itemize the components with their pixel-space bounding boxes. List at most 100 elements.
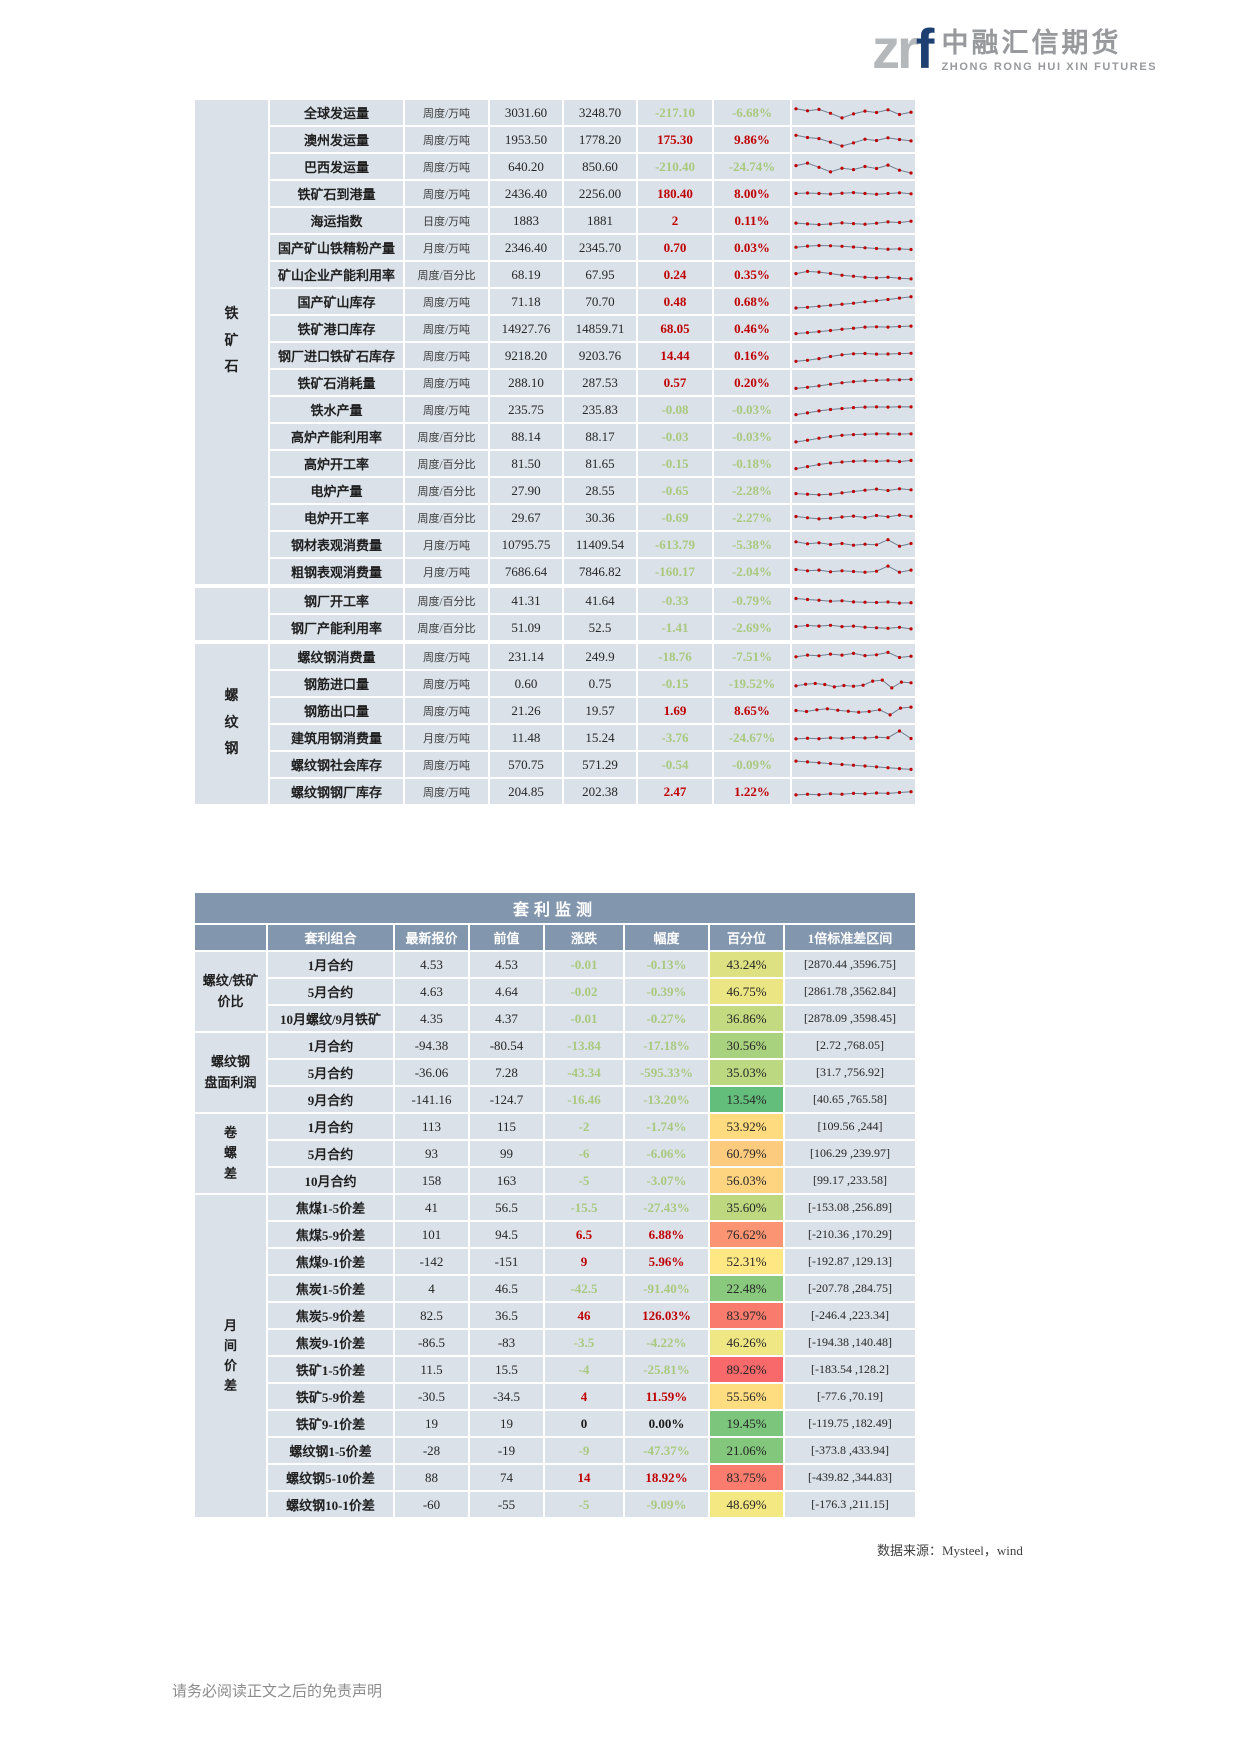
indicator-change-value: -0.03 (638, 424, 712, 449)
arbitrage-percentile: 48.69% (710, 1492, 783, 1517)
logo-f-letter: f (915, 17, 935, 80)
indicator-previous-value: 2345.70 (564, 235, 636, 260)
indicator-frequency-unit: 月度/万吨 (405, 725, 488, 750)
sparkline-chart (794, 351, 913, 363)
indicator-current-value: 41.31 (490, 588, 562, 613)
arbitrage-std-band: [109.56 ,244] (785, 1114, 915, 1139)
indicator-sparkline (792, 127, 915, 152)
arbitrage-std-band: [31.7 ,756.92] (785, 1060, 915, 1085)
indicator-previous-value: 287.53 (564, 370, 636, 395)
arbitrage-percentile: 36.86% (710, 1006, 783, 1031)
arbitrage-last-price: 11.5 (395, 1357, 468, 1382)
indicator-name: 电炉开工率 (270, 505, 403, 530)
arbitrage-last-price: -94.38 (395, 1033, 468, 1058)
arbitrage-previous-value: 4.64 (470, 979, 543, 1004)
indicator-name: 螺纹钢消费量 (270, 644, 403, 669)
indicator-name: 国产矿山铁精粉产量 (270, 235, 403, 260)
arbitrage-combo-name: 焦炭1-5价差 (268, 1276, 393, 1301)
indicator-previous-value: 70.70 (564, 289, 636, 314)
sparkline-chart (794, 623, 913, 631)
indicator-frequency-unit: 周度/百分比 (405, 424, 488, 449)
indicator-sparkline (792, 698, 915, 723)
indicator-sparkline (792, 343, 915, 368)
indicator-change-percent: -2.28% (714, 478, 790, 503)
header-combo: 套利组合 (268, 925, 393, 950)
arbitrage-previous-value: -83 (470, 1330, 543, 1355)
arbitrage-change-value: 4 (545, 1384, 623, 1409)
arbitrage-percentile: 13.54% (710, 1087, 783, 1112)
arbitrage-change-value: -42.5 (545, 1276, 623, 1301)
arbitrage-percentile: 46.75% (710, 979, 783, 1004)
indicator-section: 钢厂开工率 周度/百分比 41.31 41.64 -0.33 -0.79% 钢厂产能利用率周… (195, 588, 915, 640)
indicator-current-value: 7686.64 (490, 559, 562, 584)
arbitrage-percentile: 56.03% (710, 1168, 783, 1193)
sparkline-chart (794, 458, 913, 471)
arbitrage-previous-value: 4.37 (470, 1006, 543, 1031)
arbitrage-table-title: 套利监测 (195, 893, 915, 923)
arbitrage-last-price: -36.06 (395, 1060, 468, 1085)
arbitrage-change-percent: 0.00% (625, 1411, 708, 1436)
indicator-name: 国产矿山库存 (270, 289, 403, 314)
sparkline-chart (794, 596, 913, 605)
arbitrage-previous-value: -80.54 (470, 1033, 543, 1058)
arbitrage-combo-name: 焦炭5-9价差 (268, 1303, 393, 1328)
arbitrage-last-price: 93 (395, 1141, 468, 1166)
indicator-previous-value: 67.95 (564, 262, 636, 287)
indicator-current-value: 71.18 (490, 289, 562, 314)
indicator-sparkline (792, 671, 915, 696)
arbitrage-percentile: 55.56% (710, 1384, 783, 1409)
arbitrage-previous-value: 46.5 (470, 1276, 543, 1301)
indicator-frequency-unit: 周度/万吨 (405, 154, 488, 179)
arbitrage-change-percent: 5.96% (625, 1249, 708, 1274)
sparkline-chart (794, 487, 913, 497)
arbitrage-change-value: -4 (545, 1357, 623, 1382)
arbitrage-change-percent: -9.09% (625, 1492, 708, 1517)
indicator-name: 钢厂进口铁矿石库存 (270, 343, 403, 368)
indicator-previous-value: 0.75 (564, 671, 636, 696)
indicator-current-value: 0.60 (490, 671, 562, 696)
arbitrage-combo-name: 铁矿9-1价差 (268, 1411, 393, 1436)
arbitrage-combo-name: 5月合约 (268, 979, 393, 1004)
sparkline-chart (794, 759, 913, 771)
arbitrage-combo-name: 5月合约 (268, 1141, 393, 1166)
arbitrage-last-price: -86.5 (395, 1330, 468, 1355)
indicator-frequency-unit: 周度/万吨 (405, 370, 488, 395)
arbitrage-last-price: 4.35 (395, 1006, 468, 1031)
indicator-previous-value: 15.24 (564, 725, 636, 750)
indicator-previous-value: 30.36 (564, 505, 636, 530)
arbitrage-change-percent: -0.27% (625, 1006, 708, 1031)
indicator-previous-value: 235.83 (564, 397, 636, 422)
arbitrage-std-band: [-373.8 ,433.94] (785, 1438, 915, 1463)
indicator-name: 电炉产量 (270, 478, 403, 503)
brand-text: 中融汇信期货 ZHONG RONG HUI XIN FUTURES (941, 28, 1157, 73)
arbitrage-percentile: 52.31% (710, 1249, 783, 1274)
indicator-sparkline (792, 752, 915, 777)
arbitrage-std-band: [-207.78 ,284.75] (785, 1276, 915, 1301)
indicator-change-percent: -0.09% (714, 752, 790, 777)
indicator-sparkline (792, 725, 915, 750)
arbitrage-last-price: 4 (395, 1276, 468, 1301)
indicator-change-percent: -2.69% (714, 615, 790, 640)
indicator-name: 钢筋进口量 (270, 671, 403, 696)
arbitrage-combo-name: 1月合约 (268, 1033, 393, 1058)
indicator-change-value: 175.30 (638, 127, 712, 152)
brand-name-cn: 中融汇信期货 (941, 28, 1122, 58)
arbitrage-last-price: 4.53 (395, 952, 468, 977)
arbitrage-group: 螺纹/铁矿 价比 1月合约 4.53 4.53 -0.01 -0.13% 43.24% [28… (195, 952, 915, 1031)
brand-logo: zrf 中融汇信期货 ZHONG RONG HUI XIN FUTURES (872, 18, 1157, 80)
indicator-name: 巴西发运量 (270, 154, 403, 179)
indicator-name: 螺纹钢钢厂库存 (270, 779, 403, 804)
indicator-current-value: 14927.76 (490, 316, 562, 341)
arbitrage-last-price: 82.5 (395, 1303, 468, 1328)
arbitrage-last-price: -28 (395, 1438, 468, 1463)
indicator-current-value: 3031.60 (490, 100, 562, 125)
arbitrage-previous-value: 74 (470, 1465, 543, 1490)
indicator-previous-value: 1881 (564, 208, 636, 233)
indicator-current-value: 10795.75 (490, 532, 562, 557)
indicator-change-percent: 8.00% (714, 181, 790, 206)
sparkline-chart (794, 191, 913, 196)
indicator-sparkline (792, 505, 915, 530)
indicator-name: 钢厂产能利用率 (270, 615, 403, 640)
indicator-change-percent: -0.79% (714, 588, 790, 613)
indicator-frequency-unit: 周度/万吨 (405, 779, 488, 804)
